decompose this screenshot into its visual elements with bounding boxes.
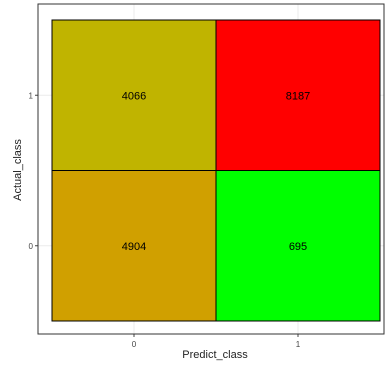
- x-axis-title: Predict_class: [182, 349, 248, 361]
- cell-value-label: 4904: [122, 241, 146, 253]
- labels-layer: 4066 8187 4904 695: [122, 90, 310, 253]
- heatmap-cell: [51, 170, 217, 322]
- x-tick-label: 0: [132, 340, 137, 349]
- heatmap-cell: [215, 19, 381, 171]
- cell-value-label: 8187: [286, 90, 310, 102]
- heatmap-cell: [215, 170, 381, 322]
- cells-layer: [51, 19, 381, 322]
- x-tick-label: 1: [296, 340, 301, 349]
- y-tick-label: 0: [29, 242, 34, 251]
- panel-border: [37, 3, 385, 335]
- y-axis-title: Actual_class: [12, 139, 24, 201]
- cell-value-label: 695: [289, 241, 307, 253]
- cell-value-label: 4066: [122, 90, 146, 102]
- y-tick-label: 1: [29, 91, 34, 100]
